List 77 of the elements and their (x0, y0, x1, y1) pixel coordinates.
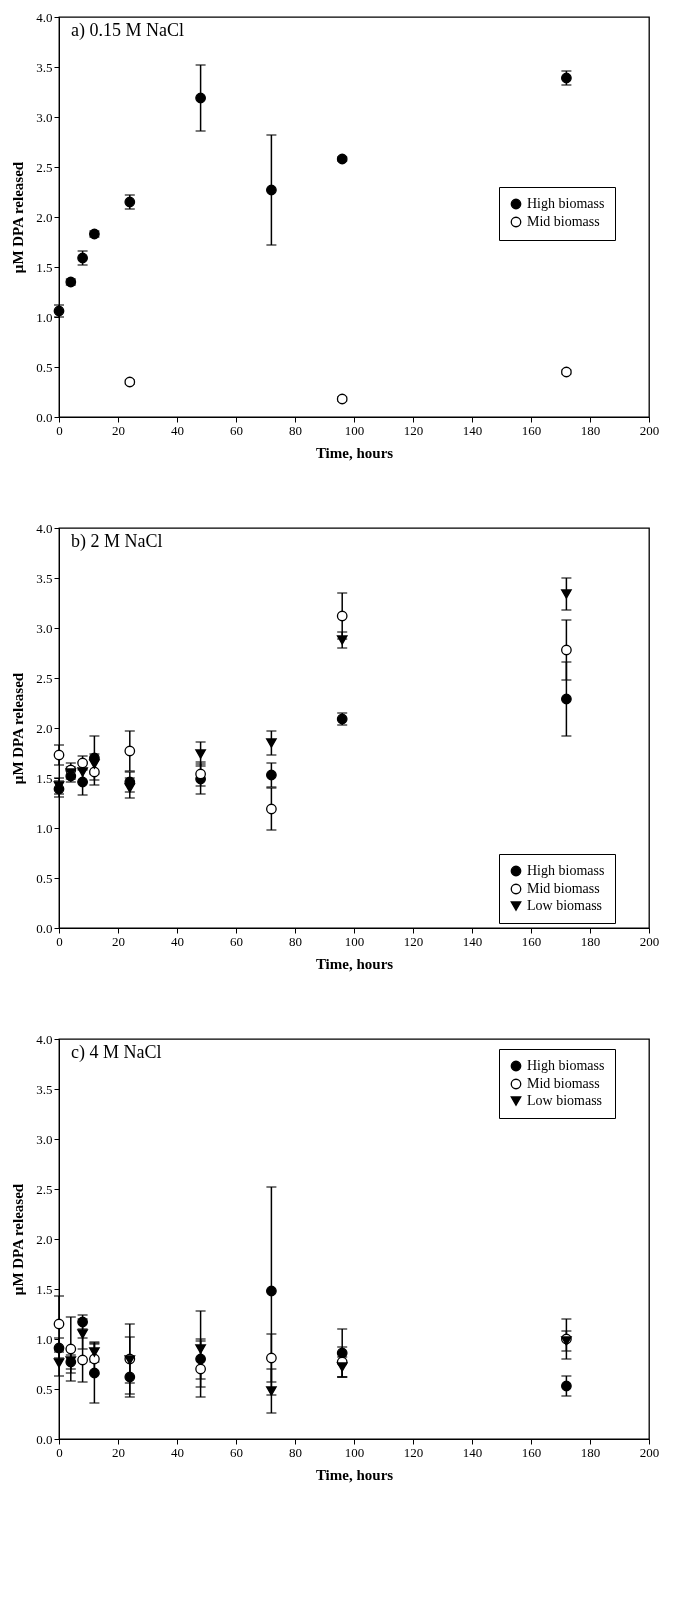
x-tick-label: 160 (521, 933, 542, 949)
y-tick-label: 1.5 (36, 1281, 53, 1297)
x-tick-label: 120 (403, 422, 424, 438)
y-tick-label: 3.0 (36, 620, 53, 636)
x-tick-label: 140 (462, 422, 483, 438)
x-axis-title: Time, hours (315, 955, 394, 972)
x-tick-label: 120 (403, 933, 424, 949)
y-tick-label: 4.0 (36, 1031, 53, 1047)
y-tick-label: 0.0 (36, 1431, 53, 1447)
x-tick-label: 20 (112, 933, 125, 949)
x-tick-label: 60 (230, 422, 243, 438)
x-tick-label: 0 (56, 933, 63, 949)
y-axis-title: μM DPA released (10, 161, 27, 274)
y-tick-label: 1.0 (36, 820, 53, 836)
legend-label: Mid biomass (527, 881, 600, 896)
y-tick-label: 0.0 (36, 920, 53, 936)
x-tick-label: 100 (344, 933, 365, 949)
x-tick-label: 160 (521, 422, 542, 438)
x-tick-label: 180 (580, 1444, 601, 1460)
y-tick-label: 0.5 (36, 870, 53, 886)
chart-title: b) 2 M NaCl (71, 531, 163, 552)
x-tick-label: 20 (112, 422, 125, 438)
x-tick-label: 120 (403, 1444, 424, 1460)
y-tick-label: 2.5 (36, 1181, 53, 1197)
legend-label: High biomass (527, 1058, 605, 1073)
x-tick-label: 60 (230, 1444, 243, 1460)
chart-title: a) 0.15 M NaCl (71, 20, 184, 41)
legend-label: High biomass (527, 863, 605, 878)
y-tick-label: 0.0 (36, 409, 53, 425)
y-tick-label: 3.5 (36, 1081, 53, 1097)
x-tick-label: 80 (289, 422, 302, 438)
x-tick-label: 40 (171, 1444, 184, 1460)
x-tick-label: 80 (289, 933, 302, 949)
y-tick-label: 4.0 (36, 9, 53, 25)
y-tick-label: 2.0 (36, 209, 53, 225)
legend-label: Mid biomass (527, 1076, 600, 1091)
x-tick-label: 140 (462, 933, 483, 949)
x-tick-label: 200 (639, 933, 660, 949)
x-tick-label: 200 (639, 422, 660, 438)
y-tick-label: 2.0 (36, 1231, 53, 1247)
legend-label: Mid biomass (527, 214, 600, 229)
y-tick-label: 1.0 (36, 309, 53, 325)
x-tick-label: 180 (580, 933, 601, 949)
y-tick-label: 1.5 (36, 259, 53, 275)
y-axis-title: μM DPA released (10, 1183, 27, 1296)
y-axis-title: μM DPA released (10, 672, 27, 785)
y-tick-label: 0.5 (36, 1381, 53, 1397)
x-tick-label: 20 (112, 1444, 125, 1460)
y-tick-label: 4.0 (36, 520, 53, 536)
chart-title: c) 4 M NaCl (71, 1042, 162, 1063)
x-tick-label: 200 (639, 1444, 660, 1460)
y-tick-label: 1.0 (36, 1331, 53, 1347)
x-tick-label: 180 (580, 422, 601, 438)
legend-label: Low biomass (527, 1093, 603, 1108)
x-tick-label: 140 (462, 1444, 483, 1460)
y-tick-label: 1.5 (36, 770, 53, 786)
y-tick-label: 3.0 (36, 1131, 53, 1147)
x-tick-label: 0 (56, 1444, 63, 1460)
legend-label: High biomass (527, 196, 605, 211)
legend-label: Low biomass (527, 898, 603, 913)
x-tick-label: 80 (289, 1444, 302, 1460)
y-tick-label: 0.5 (36, 359, 53, 375)
y-tick-label: 3.5 (36, 59, 53, 75)
x-tick-label: 100 (344, 422, 365, 438)
x-tick-label: 160 (521, 1444, 542, 1460)
y-tick-label: 2.0 (36, 720, 53, 736)
y-tick-label: 2.5 (36, 670, 53, 686)
x-axis-title: Time, hours (315, 1466, 394, 1483)
y-tick-label: 3.5 (36, 570, 53, 586)
y-tick-label: 3.0 (36, 109, 53, 125)
x-tick-label: 40 (171, 933, 184, 949)
x-tick-label: 60 (230, 933, 243, 949)
x-tick-label: 100 (344, 1444, 365, 1460)
x-tick-label: 0 (56, 422, 63, 438)
x-axis-title: Time, hours (315, 444, 394, 461)
x-tick-label: 40 (171, 422, 184, 438)
y-tick-label: 2.5 (36, 159, 53, 175)
